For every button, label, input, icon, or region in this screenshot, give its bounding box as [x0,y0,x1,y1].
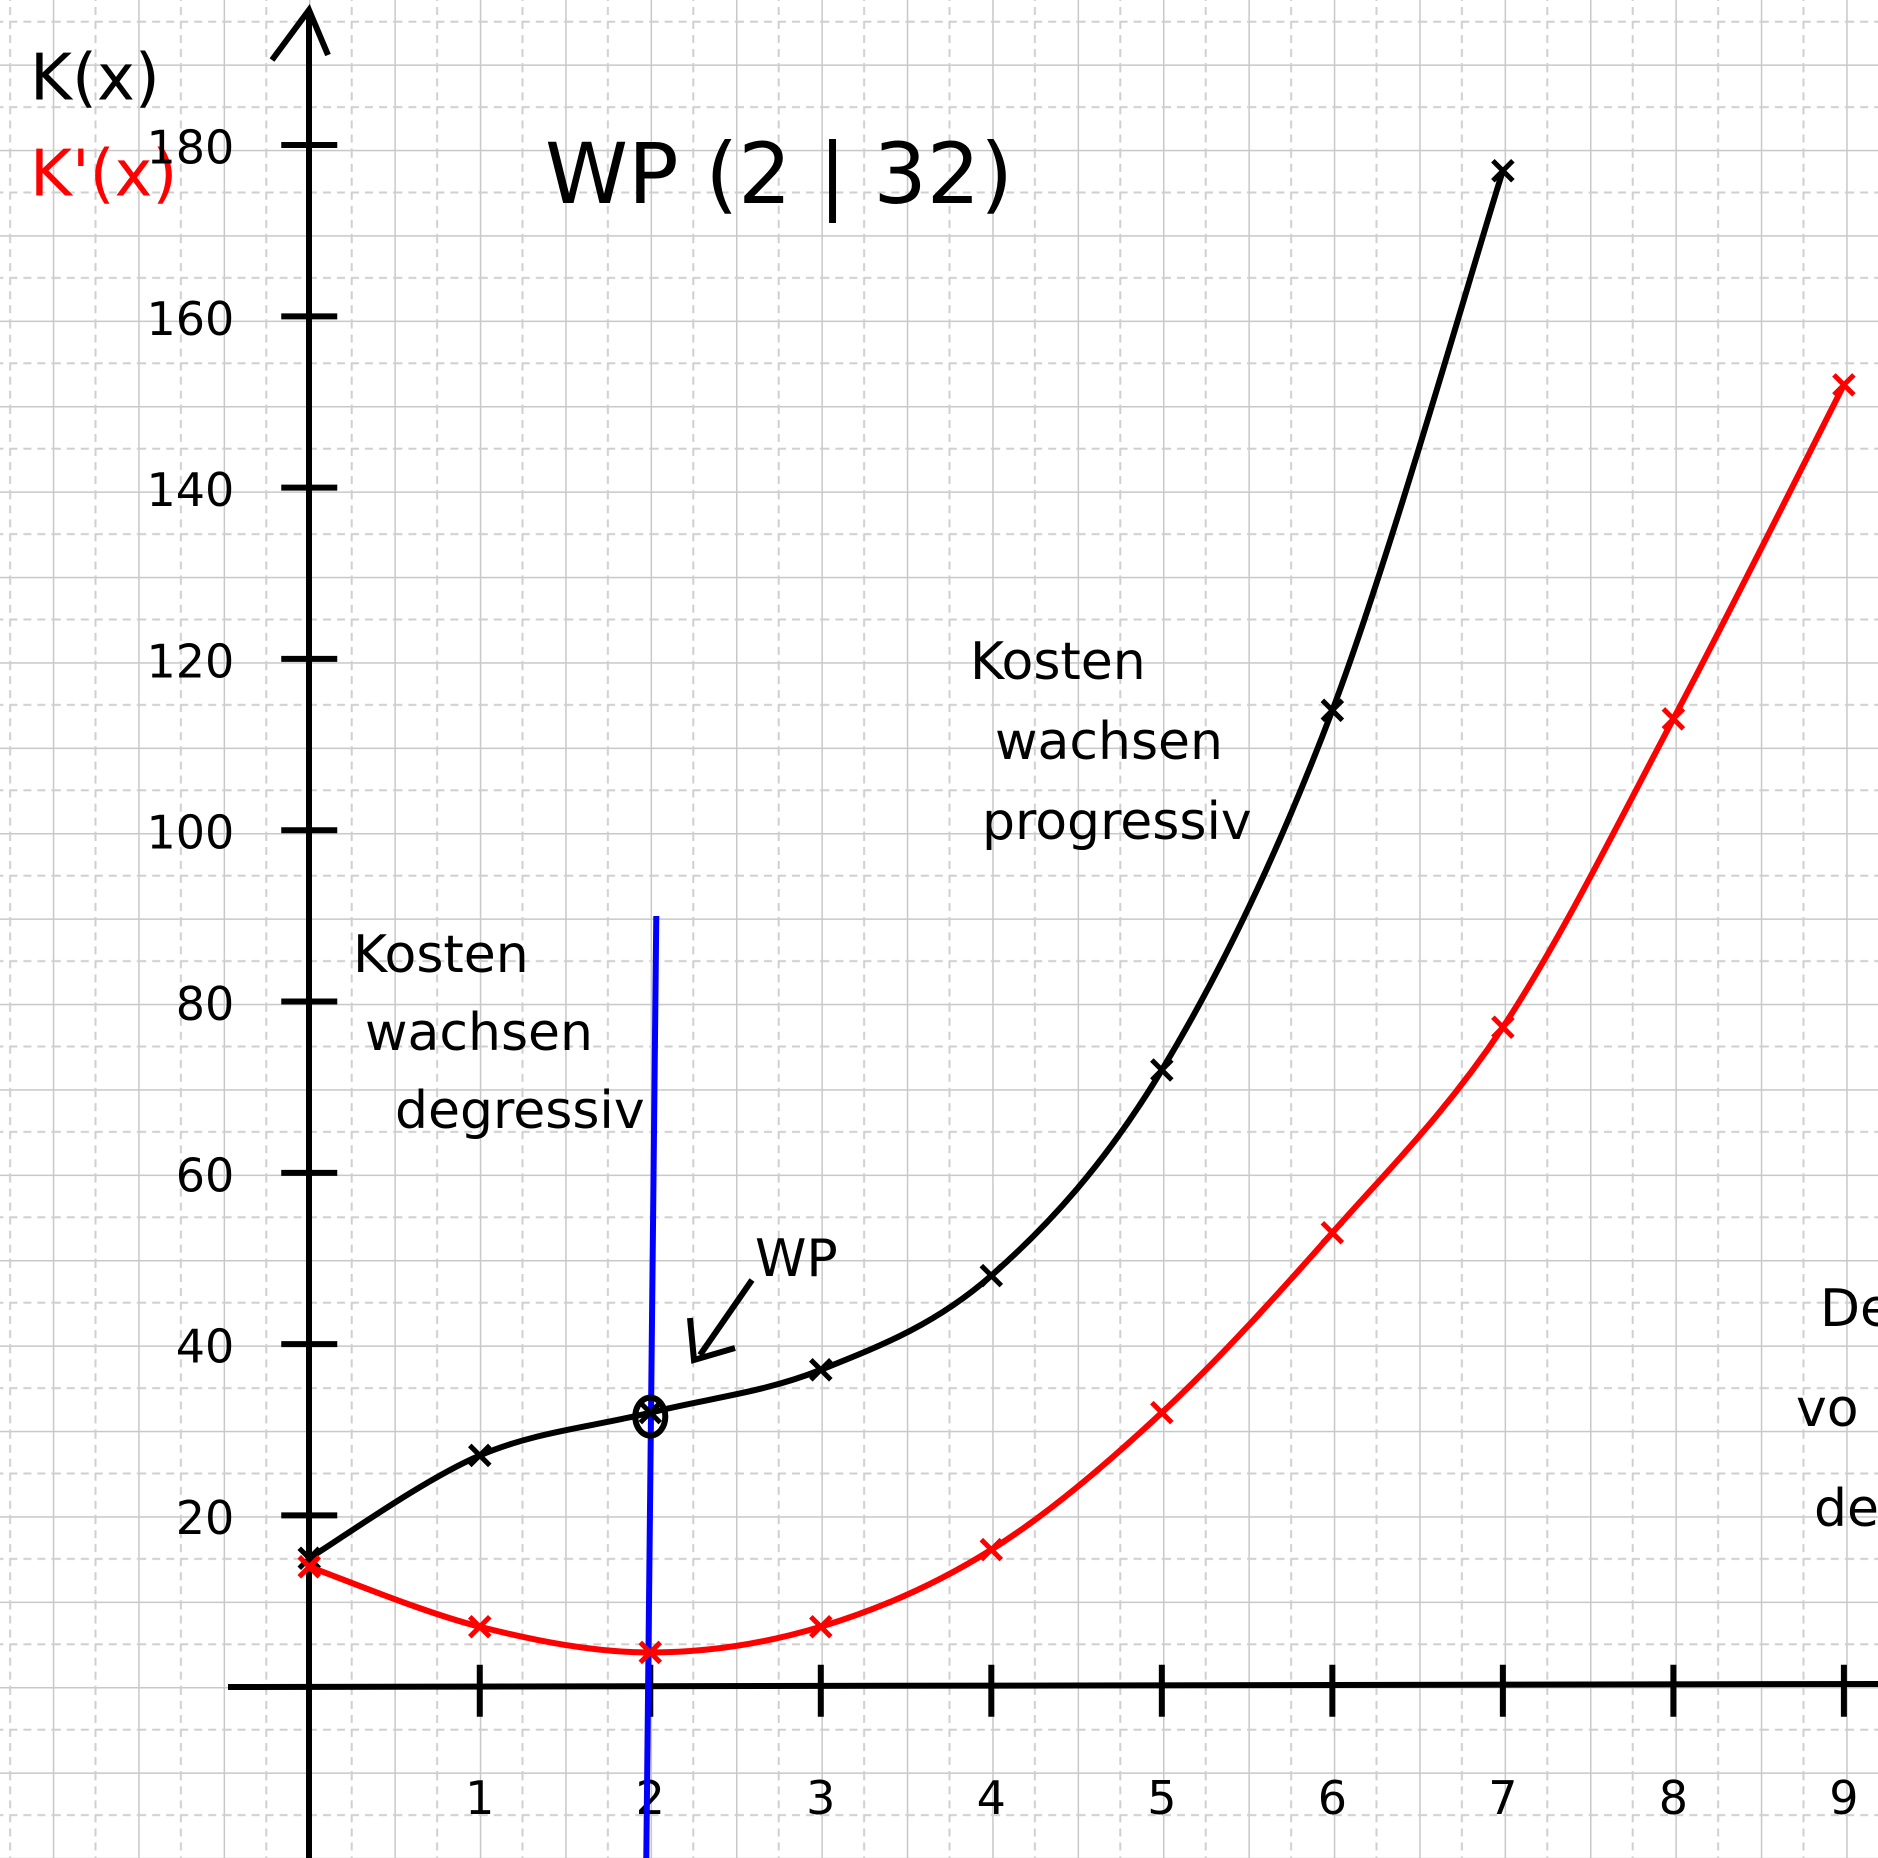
point-marker [979,1263,1004,1288]
point-marker [468,1443,492,1468]
inflection-point [632,1394,669,1439]
y-tick-label: 20 [176,1491,235,1545]
annotation: Kosten [353,925,529,985]
point-marker [1832,373,1856,397]
y-tick-label: 80 [176,977,235,1031]
annotation-arrow [687,1317,736,1364]
point-marker [809,1614,833,1639]
x-tick-label: 7 [1488,1771,1517,1825]
point-marker [638,1640,663,1665]
y-tick-label: 100 [146,806,234,860]
point-marker [809,1358,833,1382]
y-axis-label: K'(x) [30,138,177,212]
point-marker [1661,707,1686,731]
annotation: WP [755,1229,838,1289]
point-marker [1150,1400,1174,1425]
y-tick-label: 60 [176,1148,235,1202]
x-tick-label: 2 [636,1771,665,1825]
y-tick-label: 120 [146,634,234,688]
annotation: vo [1796,1379,1859,1439]
point-marker [1320,698,1345,723]
point-marker [297,1546,322,1570]
point-marker [979,1537,1004,1562]
point-marker [297,1555,322,1579]
y-tick-label: 140 [146,463,234,517]
annotation: De [1820,1279,1878,1339]
annotation-arrow [697,1278,755,1357]
point-marker [1320,1221,1345,1245]
x-tick-label: 3 [806,1771,835,1825]
point-marker [1491,1015,1515,1039]
annotation: wachsen [365,1003,593,1063]
y-axis-label: K(x) [30,42,160,116]
x-tick-label: 9 [1829,1771,1858,1825]
annotation: Kosten [970,632,1146,692]
point-marker [1491,158,1515,183]
annotation: wachsen [995,712,1223,772]
x-tick-label: 6 [1318,1771,1347,1825]
annotation: de [1814,1479,1878,1539]
point-marker [1150,1058,1174,1082]
point-marker [468,1614,492,1639]
x-tick-label: 5 [1147,1771,1176,1825]
y-tick-label: 40 [176,1320,235,1374]
inflection-line [643,915,660,1858]
annotation: progressiv [982,792,1252,852]
x-axis [227,1681,1878,1690]
y-axis-arrow [269,3,331,62]
x-tick-label: 1 [465,1771,494,1825]
x-tick-label: 4 [977,1771,1006,1825]
point-marker [638,1400,663,1425]
annotation: degressiv [395,1081,645,1141]
y-tick-label: 160 [146,292,234,346]
x-tick-label: 8 [1659,1771,1688,1825]
chart-title: WP (2 | 32) [545,125,1013,223]
y-tick-label: 180 [146,121,234,175]
